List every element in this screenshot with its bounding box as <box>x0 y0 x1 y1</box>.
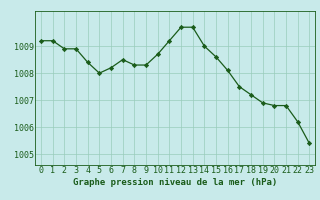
X-axis label: Graphe pression niveau de la mer (hPa): Graphe pression niveau de la mer (hPa) <box>73 178 277 187</box>
